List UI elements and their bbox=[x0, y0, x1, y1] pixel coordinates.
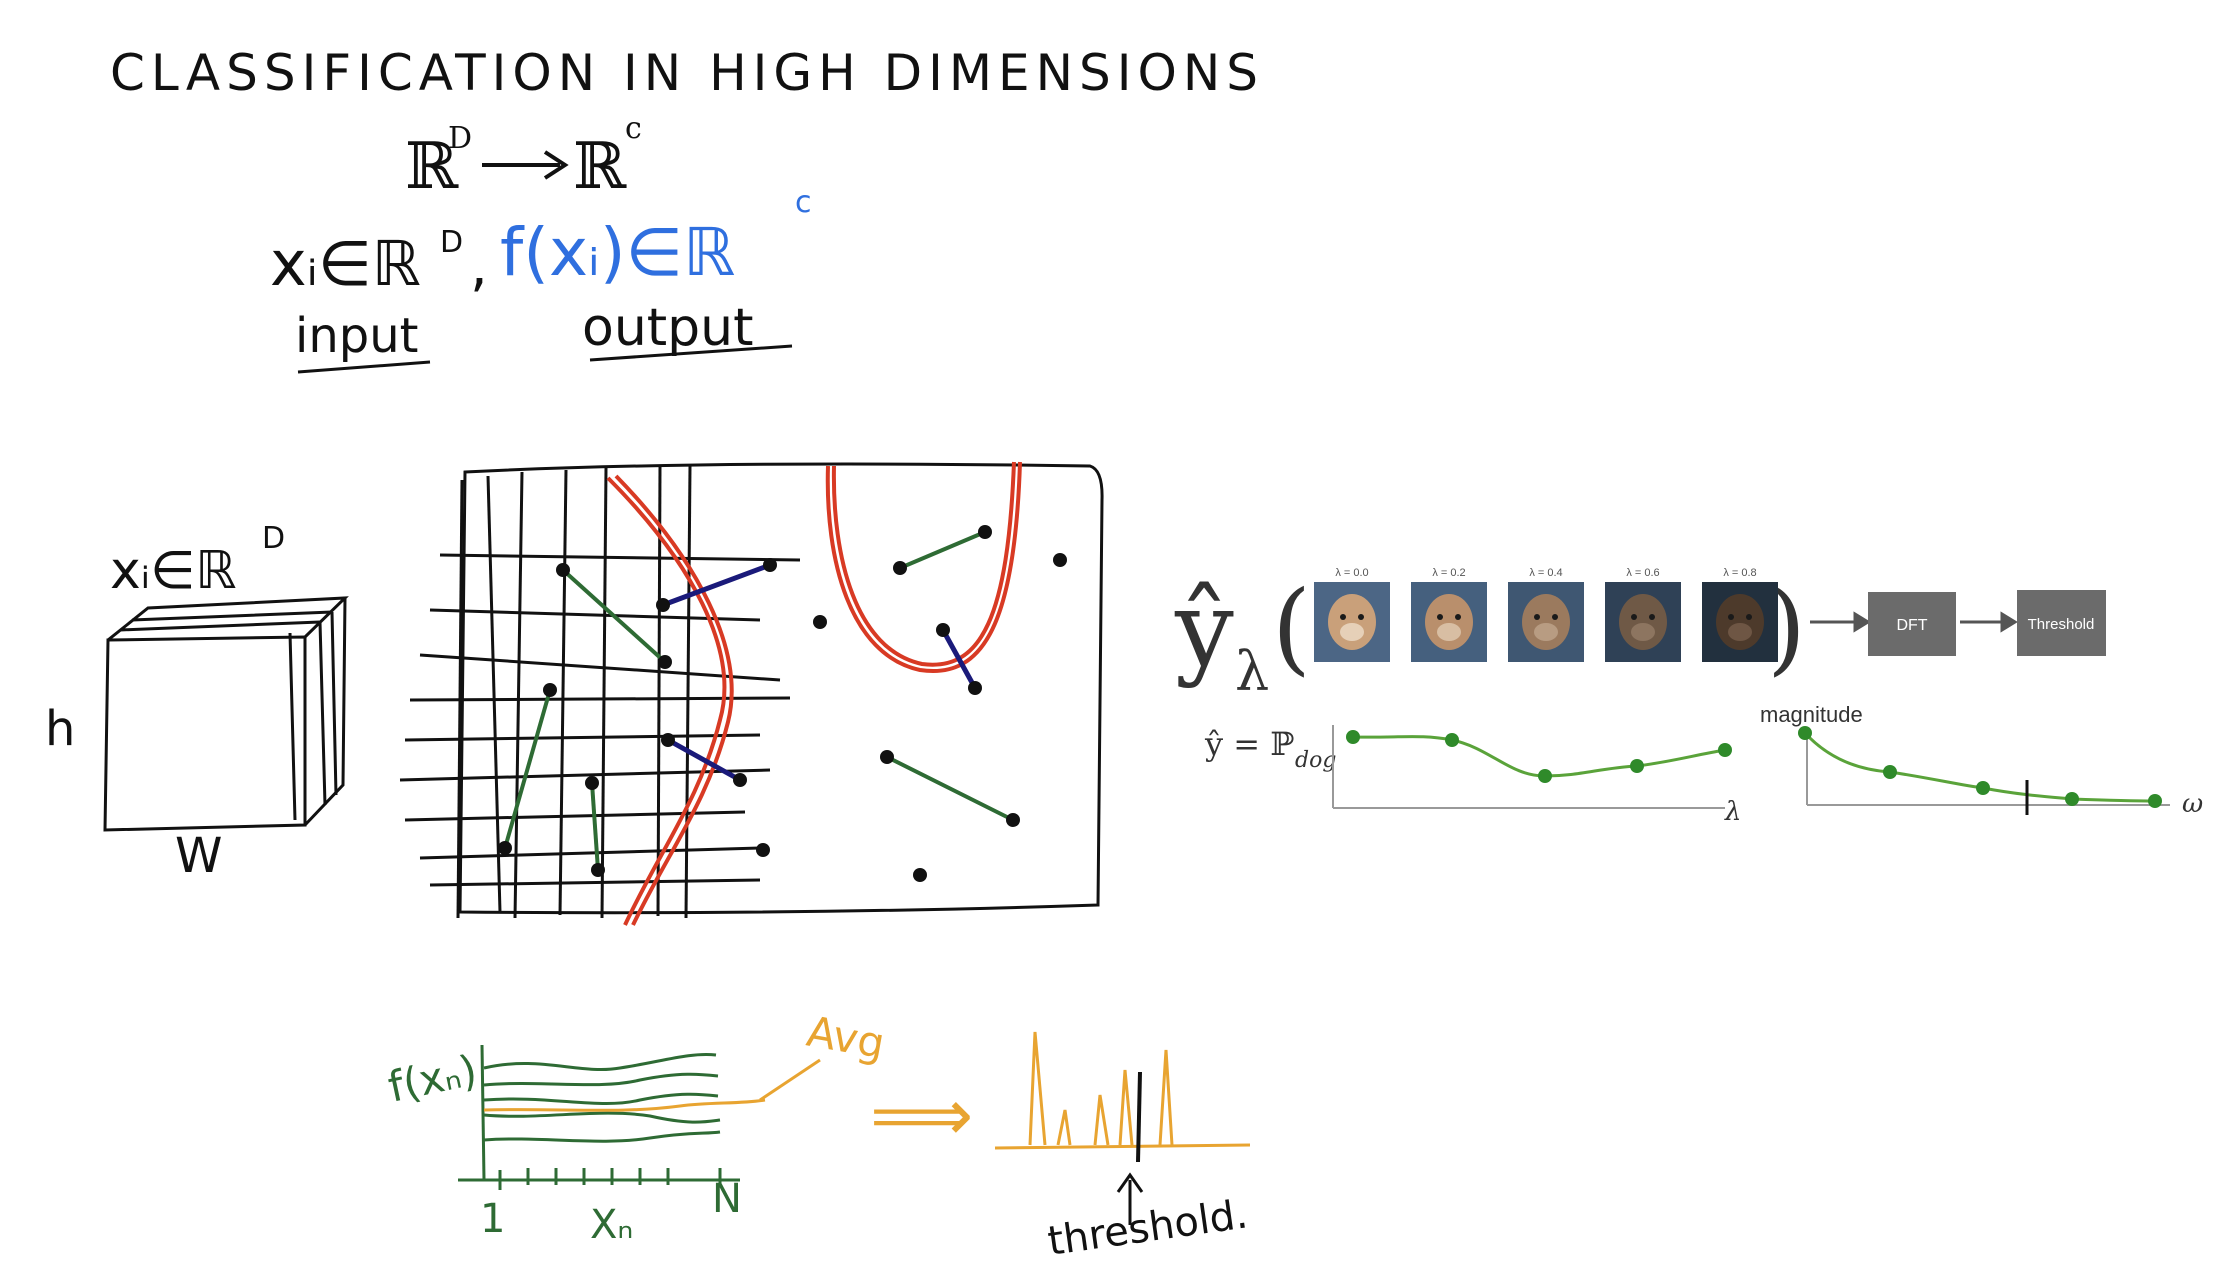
prob-curve-plot: ŷ = ℙ dog λ bbox=[1204, 725, 1741, 827]
dog-muzzle-icon bbox=[1728, 623, 1752, 641]
pipeline-yhat: ŷ bbox=[1174, 568, 1234, 690]
sketch-threshold-label: threshold. bbox=[1045, 1191, 1251, 1265]
avg-plot-x-end: N bbox=[712, 1176, 742, 1222]
pipeline-open-paren: ( bbox=[1272, 569, 1311, 686]
averaging-sketch: f(xₙ) Avg 1 Xₙ N ⟹ bbox=[384, 1007, 1251, 1265]
prob-curve-points bbox=[1346, 730, 1732, 783]
avg-plot-x-start: 1 bbox=[480, 1196, 505, 1242]
dog-face-icon bbox=[1716, 594, 1764, 650]
input-underline bbox=[297, 360, 431, 374]
lambda-label: λ = 0.6 bbox=[1626, 567, 1659, 579]
avg-pointer-icon bbox=[759, 1058, 821, 1102]
mapping-domain: ℝ bbox=[405, 130, 459, 204]
avg-label: Avg bbox=[803, 1007, 888, 1069]
mapping-formula: ℝ D ℝ c bbox=[405, 111, 642, 204]
link-segments-navy bbox=[662, 562, 978, 783]
page-title: CLASSIFICATION IN HIGH DIMENSIONS bbox=[110, 44, 1264, 102]
avg-plot-x-mid: Xₙ bbox=[590, 1202, 633, 1248]
mapping-domain-sup: D bbox=[448, 121, 472, 156]
dog-eye-icon bbox=[1728, 614, 1734, 620]
dog-eye-icon bbox=[1455, 614, 1461, 620]
dog-face-icon bbox=[1522, 594, 1570, 650]
dog-eye-icon bbox=[1534, 614, 1540, 620]
implies-arrow-icon: ⟹ bbox=[870, 1073, 973, 1157]
input-expr: xᵢ∈ℝ bbox=[270, 227, 421, 300]
arrow-to-threshold-icon bbox=[1960, 611, 2018, 633]
dog-eye-icon bbox=[1552, 614, 1558, 620]
dog-muzzle-icon bbox=[1534, 623, 1558, 641]
mapping-codomain-sup: c bbox=[625, 111, 642, 146]
lambda-thumbnail: λ = 0.6 bbox=[1605, 567, 1681, 662]
link-segments-green bbox=[503, 530, 1014, 871]
avg-plot-ticks bbox=[498, 1168, 722, 1190]
prob-curve-ylabel-sub: dog bbox=[1295, 748, 1336, 773]
pipeline-yhat-sub: λ bbox=[1235, 640, 1269, 703]
io-comma: , bbox=[470, 234, 488, 299]
lambda-label: λ = 0.8 bbox=[1723, 567, 1756, 579]
spectrum-sketch bbox=[994, 1031, 1251, 1150]
lambda-thumbnail: λ = 0.8 bbox=[1702, 567, 1778, 662]
decision-boundary-red bbox=[606, 461, 1022, 926]
spectrum-points bbox=[1798, 726, 2162, 808]
lambda-thumbnails: λ = 0.0 λ = 0.2 λ = 0.4 λ = 0.6 λ = 0.8 bbox=[1314, 567, 1778, 662]
output-label: output bbox=[582, 298, 754, 358]
prob-curve-line bbox=[1352, 735, 1726, 778]
dog-eye-icon bbox=[1437, 614, 1443, 620]
spectrum-ylabel: magnitude bbox=[1760, 702, 1863, 727]
sketch-frame bbox=[458, 462, 1104, 915]
grid-lines-horizontal bbox=[399, 553, 801, 887]
avg-plot-curves bbox=[483, 1052, 721, 1143]
threshold-box bbox=[2017, 590, 2106, 656]
cube-label: xᵢ∈ℝ bbox=[110, 541, 237, 601]
dog-face-icon bbox=[1425, 594, 1473, 650]
dft-label: DFT bbox=[1896, 617, 1927, 634]
dog-muzzle-icon bbox=[1340, 623, 1364, 641]
dog-muzzle-icon bbox=[1437, 623, 1461, 641]
arrow-to-dft-icon bbox=[1810, 611, 1871, 633]
mapping-arrow-icon bbox=[482, 150, 569, 180]
output-expr: f(xᵢ)∈ℝ bbox=[500, 214, 735, 291]
dog-eye-icon bbox=[1631, 614, 1637, 620]
lambda-thumbnail: λ = 0.0 bbox=[1314, 567, 1390, 662]
dog-eye-icon bbox=[1649, 614, 1655, 620]
avg-plot-mean-line bbox=[483, 1098, 766, 1112]
mapping-codomain: ℝ bbox=[573, 130, 627, 204]
output-underline bbox=[589, 344, 793, 362]
data-points bbox=[498, 525, 1067, 882]
input-label: input bbox=[295, 308, 418, 364]
lambda-label: λ = 0.2 bbox=[1432, 567, 1465, 579]
dft-box bbox=[1868, 592, 1956, 656]
cube-width-label: W bbox=[175, 828, 222, 884]
lambda-thumbnail: λ = 0.4 bbox=[1508, 567, 1584, 662]
spectrum-plot: magnitude ω bbox=[1760, 702, 2203, 819]
cube-label-sup: D bbox=[262, 521, 285, 556]
output-expr-sup: c bbox=[795, 185, 812, 220]
lambda-label: λ = 0.4 bbox=[1529, 567, 1562, 579]
dog-eye-icon bbox=[1340, 614, 1346, 620]
input-expr-sup: D bbox=[440, 225, 463, 260]
dog-face-icon bbox=[1328, 594, 1376, 650]
dog-eye-icon bbox=[1358, 614, 1364, 620]
spectrum-sketch-threshold-tick bbox=[1136, 1071, 1142, 1163]
avg-plot-ylabel: f(xₙ) bbox=[384, 1045, 481, 1111]
lambda-thumbnail: λ = 0.2 bbox=[1411, 567, 1487, 662]
image-tensor-cube: xᵢ∈ℝ D h W bbox=[45, 521, 349, 884]
pipeline-figure: ŷ λ ( ) λ = 0.0 λ = 0.2 λ = 0.4 λ = 0.6 λ = … bbox=[1174, 567, 2106, 703]
threshold-pointer-icon bbox=[1116, 1172, 1144, 1225]
dog-face-icon bbox=[1619, 594, 1667, 650]
spectrum-xlabel: ω bbox=[2182, 789, 2203, 819]
feature-space-sketch bbox=[399, 461, 1104, 926]
threshold-label: Threshold bbox=[2028, 616, 2095, 633]
avg-plot-y-axis bbox=[480, 1044, 486, 1181]
prob-curve-xlabel: λ bbox=[1724, 797, 1741, 827]
grid-lines-vertical bbox=[456, 465, 692, 919]
cube-height-label: h bbox=[45, 701, 75, 757]
io-formula: xᵢ∈ℝ D , f(xᵢ)∈ℝ c input output bbox=[270, 185, 812, 374]
dog-eye-icon bbox=[1746, 614, 1752, 620]
dog-muzzle-icon bbox=[1631, 623, 1655, 641]
lambda-label: λ = 0.0 bbox=[1335, 567, 1368, 579]
prob-curve-ylabel: ŷ = ℙ bbox=[1204, 725, 1294, 763]
